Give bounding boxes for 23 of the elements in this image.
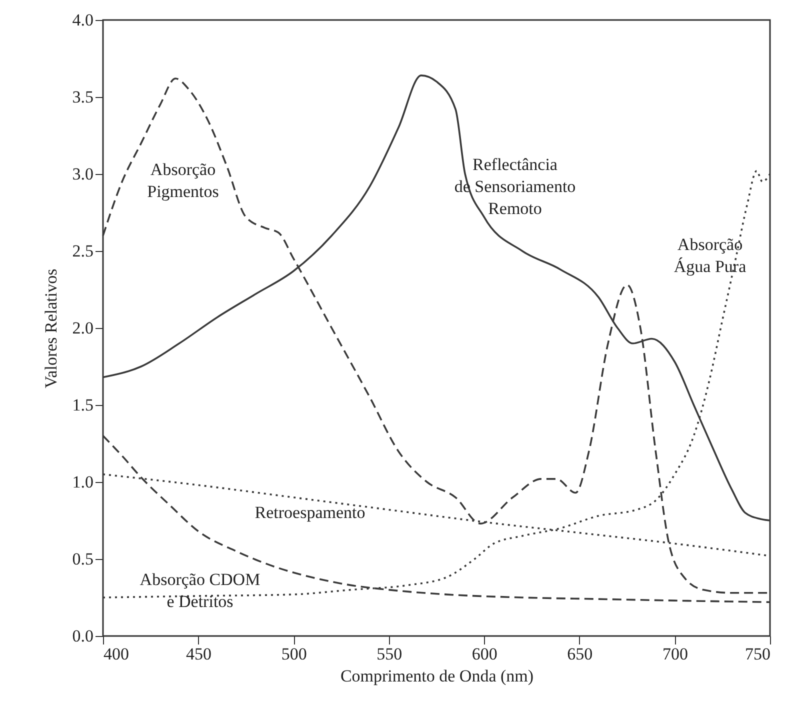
x-tick-label: 550	[376, 644, 402, 664]
annotation: Absorção Água Pura	[674, 235, 747, 276]
x-axis-title: Comprimento de Onda (nm)	[340, 666, 534, 686]
y-tick-label: 1.0	[72, 472, 94, 492]
x-tick-label: 750	[745, 644, 770, 664]
x-tick-label: 450	[186, 644, 212, 664]
y-tick-label: 1.5	[72, 396, 94, 414]
y-tick-label: 2.5	[72, 242, 94, 260]
x-tick-label: 600	[472, 644, 498, 664]
x-tick-label: 400	[104, 644, 129, 664]
annotation: Absorção CDOM e Detritos	[140, 570, 260, 611]
y-axis-title: Valores Relativos	[41, 268, 60, 388]
y-tick-label: 0.5	[72, 550, 94, 568]
y-tick-label: 2.0	[72, 318, 94, 338]
y-tick-label: 0.0	[72, 626, 94, 646]
annotation: Retroespamento	[254, 503, 366, 522]
y-tick-label: 4.0	[72, 10, 94, 30]
x-tick-label: 700	[662, 644, 688, 664]
annotation: Absorção Pigmentos	[147, 160, 219, 201]
x-tick-label: 500	[281, 644, 307, 664]
y-tick-label: 3.5	[72, 88, 94, 106]
x-tick-label: 650	[567, 644, 593, 664]
y-tick-label: 3.0	[72, 164, 94, 184]
